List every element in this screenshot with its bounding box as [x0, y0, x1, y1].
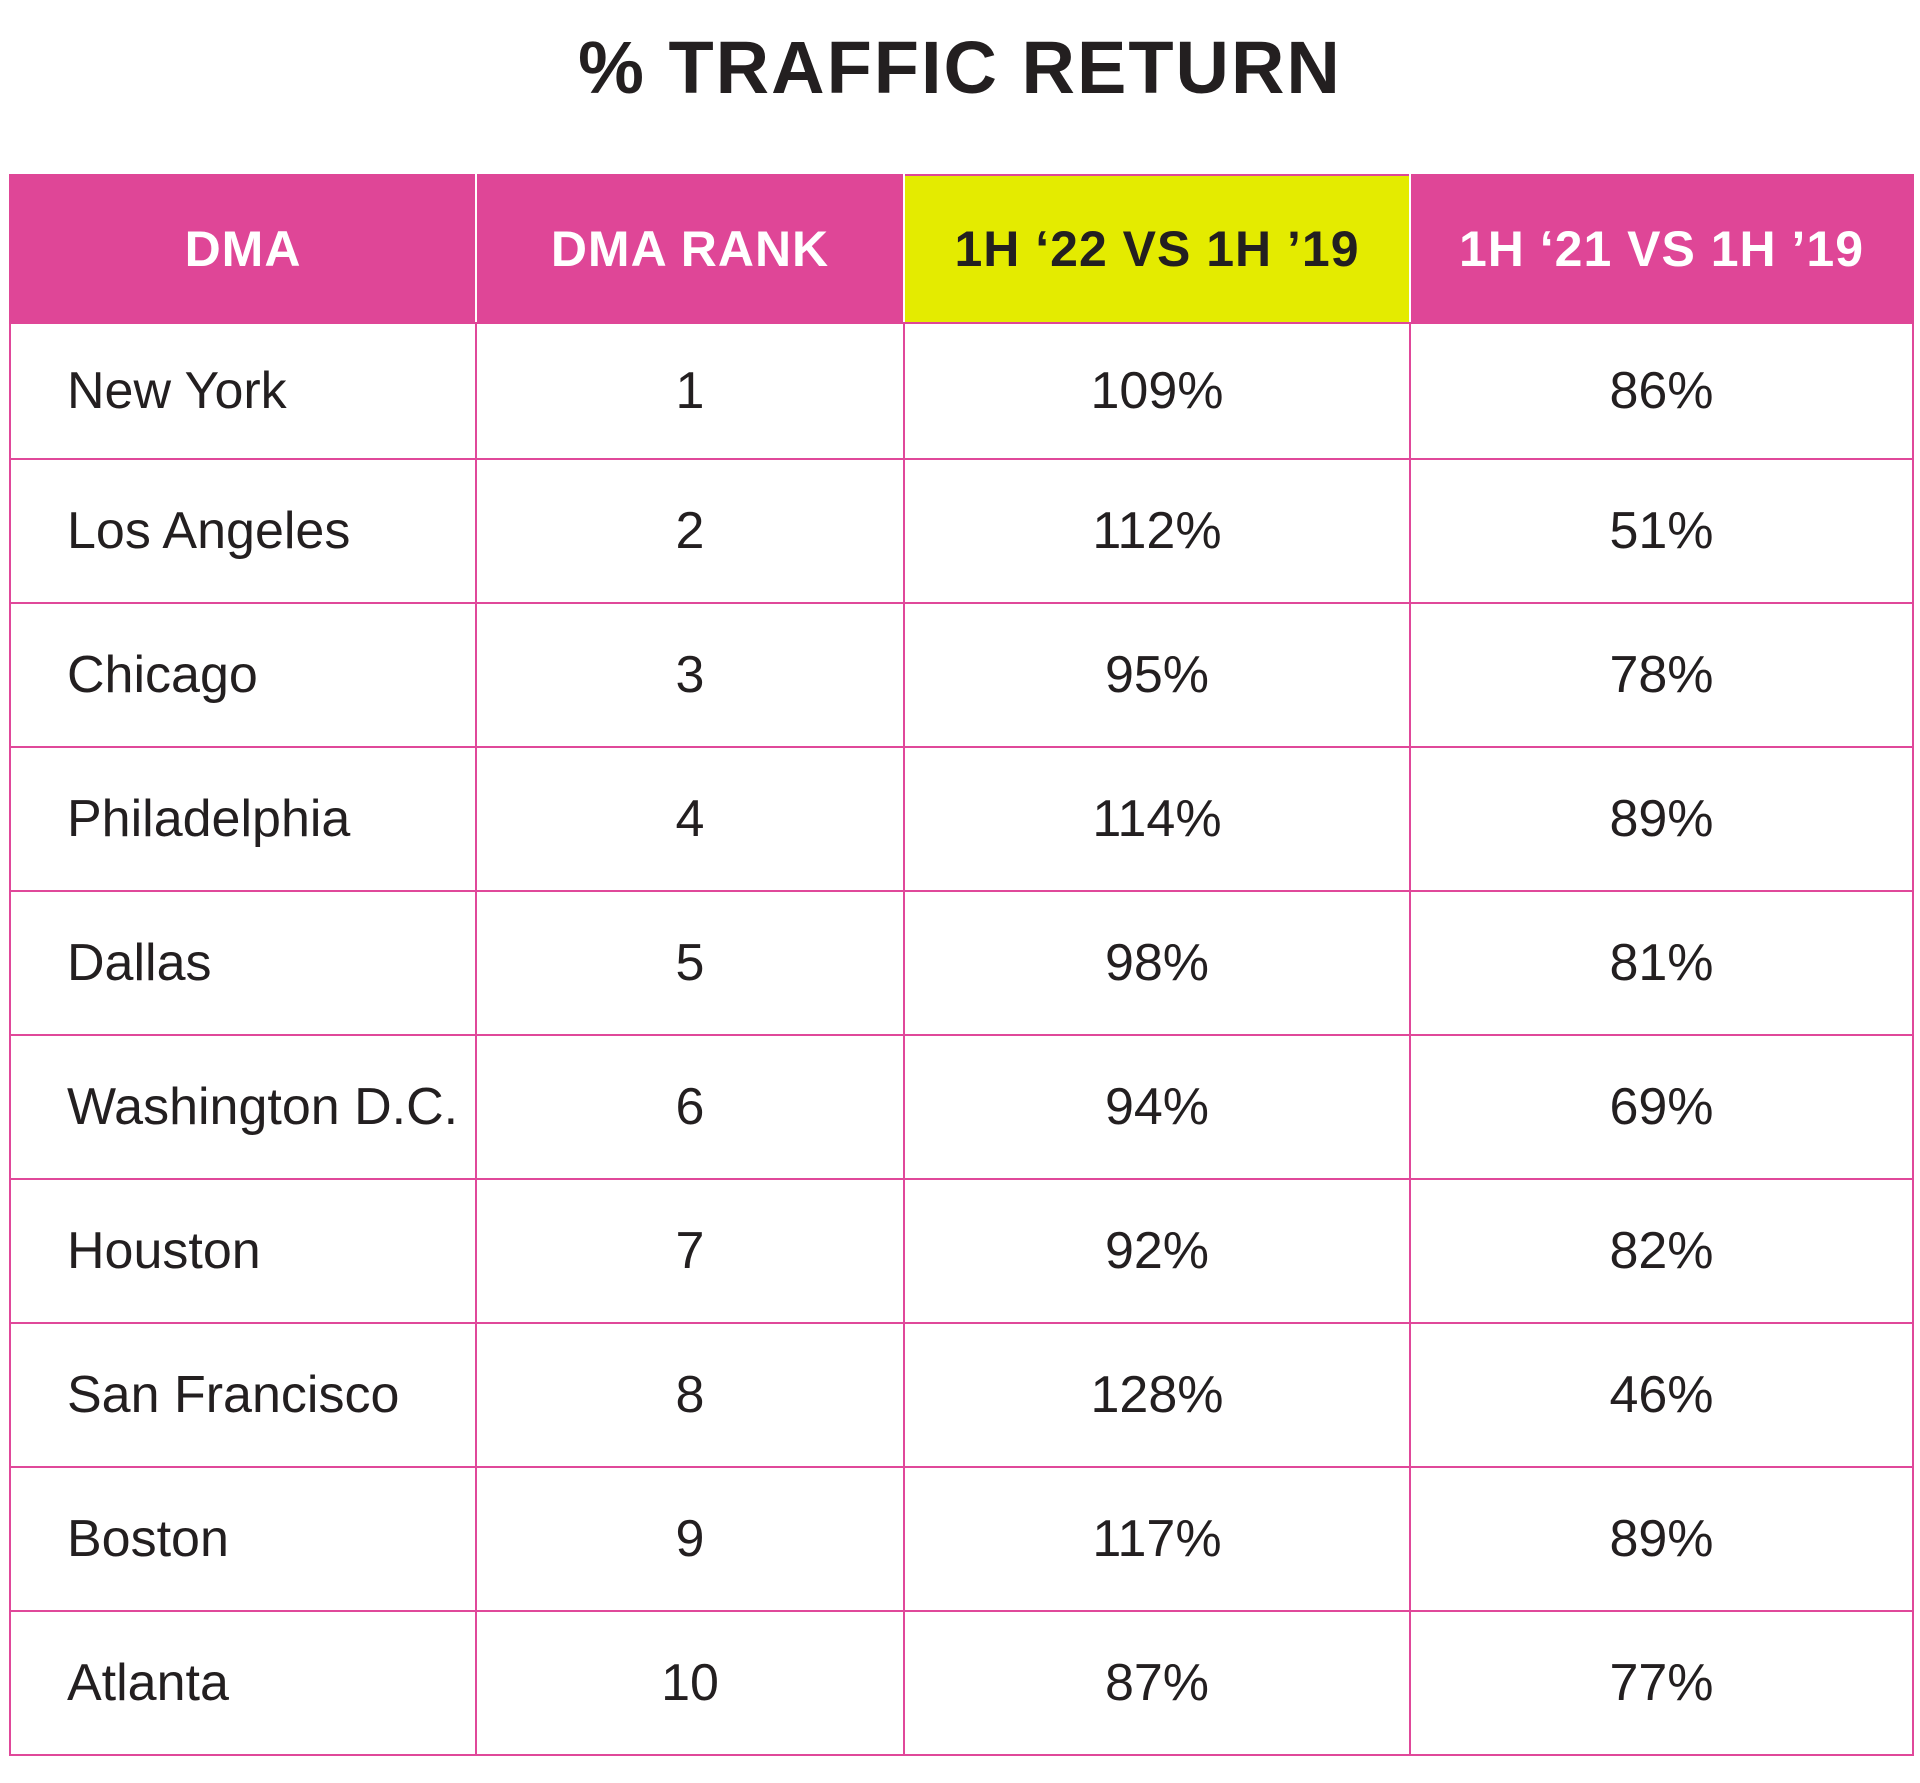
- dma-rank-cell: 4: [475, 746, 905, 892]
- h22-vs-h19-cell: 94%: [903, 1034, 1411, 1180]
- dma-rank-cell: 5: [475, 890, 905, 1036]
- dma-rank-cell: 3: [475, 602, 905, 748]
- h22-vs-h19-cell: 95%: [903, 602, 1411, 748]
- dma-rank-cell: 7: [475, 1178, 905, 1324]
- dma-name-cell: San Francisco: [9, 1322, 477, 1468]
- column-header-1h22-vs-1h19: 1H ‘22 VS 1H ’19: [903, 174, 1411, 324]
- h21-vs-h19-cell: 82%: [1409, 1178, 1914, 1324]
- h22-vs-h19-cell: 109%: [903, 322, 1411, 460]
- dma-name-cell: New York: [9, 322, 477, 460]
- h22-vs-h19-cell: 128%: [903, 1322, 1411, 1468]
- h22-vs-h19-cell: 92%: [903, 1178, 1411, 1324]
- table-row: Dallas 5 98% 81%: [9, 890, 1914, 1036]
- dma-name-cell: Philadelphia: [9, 746, 477, 892]
- chart-title: % TRAFFIC RETURN: [578, 26, 1342, 109]
- h21-vs-h19-cell: 89%: [1409, 746, 1914, 892]
- dma-name-cell: Houston: [9, 1178, 477, 1324]
- dma-name-cell: Atlanta: [9, 1610, 477, 1756]
- dma-name-cell: Boston: [9, 1466, 477, 1612]
- table-row: San Francisco 8 128% 46%: [9, 1322, 1914, 1468]
- dma-rank-cell: 10: [475, 1610, 905, 1756]
- h21-vs-h19-cell: 51%: [1409, 458, 1914, 604]
- column-header-1h21-vs-1h19: 1H ‘21 VS 1H ’19: [1409, 174, 1914, 324]
- column-header-dma: DMA: [9, 174, 477, 324]
- table-row: Chicago 3 95% 78%: [9, 602, 1914, 748]
- table-row: Houston 7 92% 82%: [9, 1178, 1914, 1324]
- h21-vs-h19-cell: 86%: [1409, 322, 1914, 460]
- dma-name-cell: Chicago: [9, 602, 477, 748]
- h21-vs-h19-cell: 77%: [1409, 1610, 1914, 1756]
- table-row: New York 1 109% 86%: [9, 322, 1914, 460]
- dma-rank-cell: 9: [475, 1466, 905, 1612]
- table-row: Atlanta 10 87% 77%: [9, 1610, 1914, 1756]
- h21-vs-h19-cell: 46%: [1409, 1322, 1914, 1468]
- dma-name-cell: Los Angeles: [9, 458, 477, 604]
- dma-rank-cell: 2: [475, 458, 905, 604]
- h22-vs-h19-cell: 117%: [903, 1466, 1411, 1612]
- table-row: Philadelphia 4 114% 89%: [9, 746, 1914, 892]
- h21-vs-h19-cell: 78%: [1409, 602, 1914, 748]
- table-body: New York 1 109% 86% Los Angeles 2 112% 51% Chica…: [9, 322, 1914, 1756]
- traffic-return-table: DMA DMA RANK 1H ‘22 VS 1H ’19 1H ‘21 VS …: [9, 174, 1914, 1756]
- table-row: Washington D.C. 6 94% 69%: [9, 1034, 1914, 1180]
- dma-name-cell: Dallas: [9, 890, 477, 1036]
- table-row: Boston 9 117% 89%: [9, 1466, 1914, 1612]
- h22-vs-h19-cell: 114%: [903, 746, 1411, 892]
- header-row: DMA DMA RANK 1H ‘22 VS 1H ’19 1H ‘21 VS …: [9, 174, 1914, 324]
- dma-rank-cell: 8: [475, 1322, 905, 1468]
- dma-name-cell: Washington D.C.: [9, 1034, 477, 1180]
- h22-vs-h19-cell: 87%: [903, 1610, 1411, 1756]
- h22-vs-h19-cell: 98%: [903, 890, 1411, 1036]
- dma-rank-cell: 1: [475, 322, 905, 460]
- h22-vs-h19-cell: 112%: [903, 458, 1411, 604]
- table-header: DMA DMA RANK 1H ‘22 VS 1H ’19 1H ‘21 VS …: [9, 174, 1914, 324]
- column-header-dma-rank: DMA RANK: [475, 174, 905, 324]
- h21-vs-h19-cell: 89%: [1409, 1466, 1914, 1612]
- h21-vs-h19-cell: 69%: [1409, 1034, 1914, 1180]
- table-row: Los Angeles 2 112% 51%: [9, 458, 1914, 604]
- h21-vs-h19-cell: 81%: [1409, 890, 1914, 1036]
- dma-rank-cell: 6: [475, 1034, 905, 1180]
